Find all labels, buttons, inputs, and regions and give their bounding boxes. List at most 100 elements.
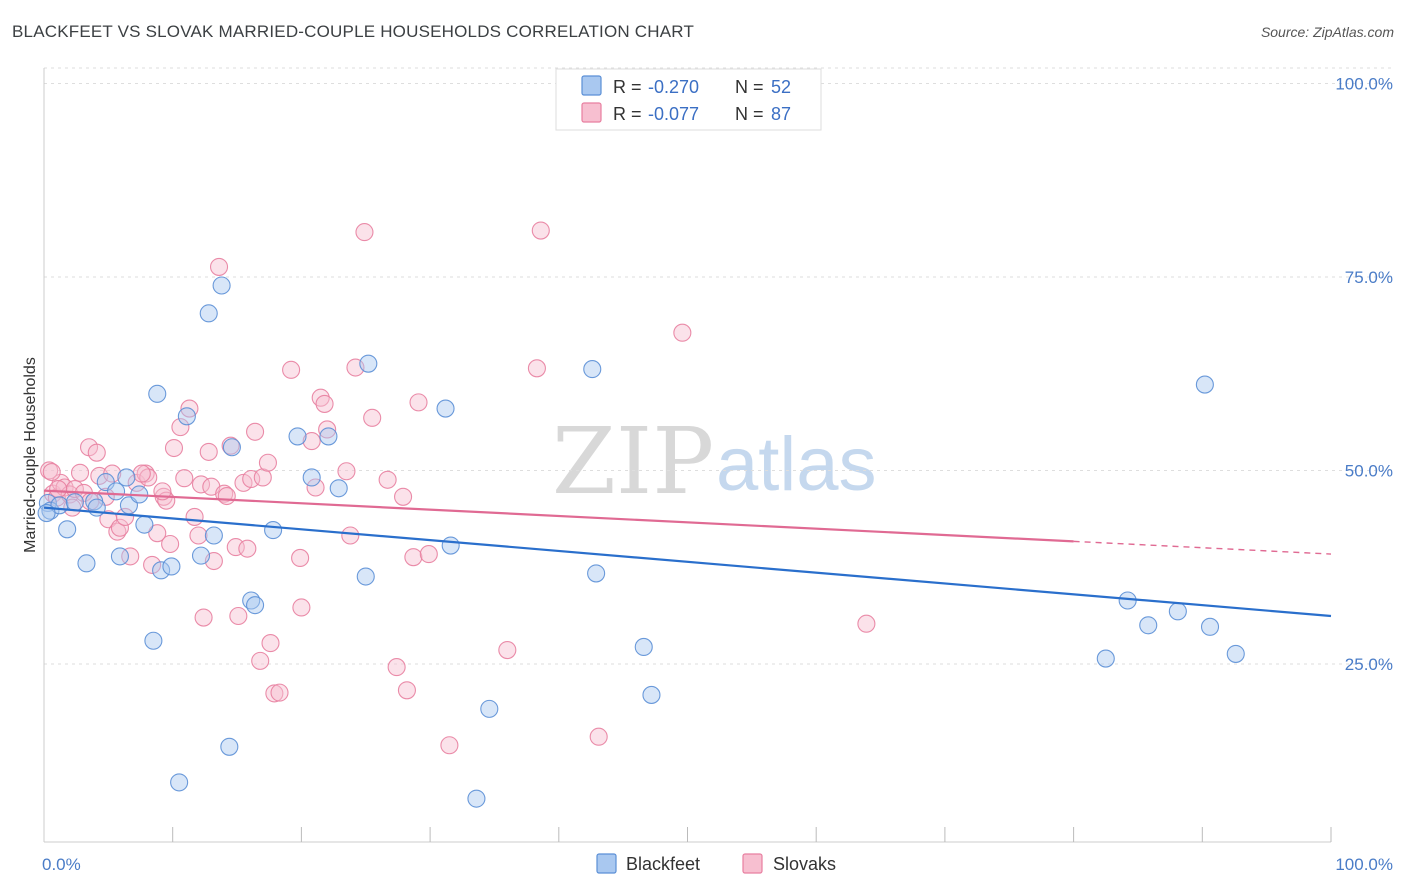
slovaks-point-43	[229, 606, 248, 626]
slovaks-point-16	[110, 518, 129, 537]
slovaks-point-81	[132, 464, 151, 483]
slovaks-point-68	[387, 658, 406, 677]
blackfeet-point-4	[65, 493, 84, 512]
blackfeet-point-48	[1195, 375, 1214, 394]
slovaks-point-78	[589, 727, 608, 746]
blackfeet-point-43	[642, 685, 661, 704]
slovaks-point-28	[171, 418, 190, 437]
blackfeet-point-26	[222, 438, 241, 457]
slovaks-trend-line	[43, 489, 1074, 543]
slovaks-point-46	[242, 469, 261, 489]
blackfeet-point-22	[199, 304, 218, 323]
blackfeet-point-39	[480, 699, 499, 718]
blackfeet-point-29	[264, 521, 283, 540]
slovaks-point-75	[498, 640, 517, 660]
slovaks-point-58	[306, 478, 325, 497]
slovaks-point-66	[363, 408, 382, 427]
blackfeet-point-37	[441, 536, 460, 555]
blackfeet-point-15	[144, 631, 163, 650]
slovaks-point-69	[394, 487, 413, 506]
blackfeet-point-36	[436, 399, 455, 418]
watermark-atlas: atlas	[716, 422, 877, 507]
slovaks-point-71	[404, 548, 423, 567]
slovaks-point-39	[215, 484, 234, 503]
blackfeet-point-11	[117, 468, 136, 487]
legend: R = -0.270 N = 52 R = -0.077 N = 87	[555, 68, 822, 131]
blackfeet-point-9	[107, 482, 126, 501]
blackfeet-point-20	[177, 407, 196, 426]
chart-title: BLACKFEET VS SLOVAK MARRIED-COUPLE HOUSE…	[12, 22, 695, 41]
blackfeet-point-19	[170, 773, 189, 792]
slovaks-point-32	[189, 526, 208, 545]
slovaks-point-84	[49, 480, 68, 499]
slovaks-point-35	[199, 442, 218, 461]
legend-n-label-slovaks: N =	[735, 104, 764, 124]
legend-swatch-slovaks	[581, 102, 602, 123]
slovaks-trend-line-extension	[1073, 540, 1332, 555]
blackfeet-point-18	[162, 557, 181, 576]
blackfeet-point-25	[220, 737, 239, 756]
slovaks-point-79	[673, 323, 692, 342]
blackfeet-trend-line	[43, 506, 1332, 618]
slovaks-point-50	[258, 453, 277, 472]
slovaks-point-26	[161, 534, 180, 554]
blackfeet-point-14	[135, 515, 154, 534]
slovaks-point-57	[302, 432, 321, 451]
blackfeet-point-47	[1168, 602, 1187, 621]
slovaks-point-53	[270, 683, 289, 702]
blackfeet-point-23	[204, 526, 223, 545]
blackfeet-point-35	[356, 567, 375, 586]
slovaks-point-51	[261, 634, 280, 653]
blackfeet-point-32	[319, 427, 338, 446]
blackfeet-point-24	[212, 276, 231, 295]
bottom-legend-swatch-blackfeet	[596, 853, 617, 874]
y-axis-label: Married-couple Households	[22, 357, 39, 553]
slovaks-point-40	[217, 486, 236, 506]
blackfeet-point-34	[359, 354, 378, 373]
legend-n-value-slovaks: 87	[771, 104, 791, 124]
slovaks-point-67	[378, 470, 397, 489]
blackfeet-point-28	[246, 596, 265, 615]
slovaks-point-80	[857, 614, 876, 633]
slovaks-point-55	[291, 548, 310, 567]
blackfeet-point-44	[1096, 649, 1115, 668]
slovaks-point-56	[292, 598, 311, 617]
slovaks-point-45	[238, 539, 257, 558]
y-tick-label-75: 75.0%	[1345, 268, 1393, 287]
slovaks-point-74	[440, 736, 459, 755]
blackfeet-point-21	[191, 546, 211, 565]
slovaks-point-76	[527, 359, 546, 378]
slovaks-point-77	[531, 221, 550, 240]
slovaks-point-47	[246, 422, 265, 441]
legend-n-value-blackfeet: 52	[771, 77, 791, 97]
blackfeet-point-42	[634, 637, 653, 657]
slovaks-point-7	[70, 463, 90, 482]
x-tick-label-min: 0.0%	[42, 855, 81, 874]
blackfeet-point-16	[148, 384, 167, 403]
blackfeet-point-5	[77, 554, 96, 573]
slovaks-point-62	[337, 462, 356, 481]
watermark-zip: ZIP	[552, 408, 714, 515]
slovaks-point-52	[265, 684, 284, 703]
y-tick-label-25: 25.0%	[1345, 655, 1393, 674]
slovaks-point-31	[185, 507, 204, 526]
slovaks-point-27	[164, 438, 184, 458]
slovaks-point-73	[419, 545, 438, 564]
slovaks-point-38	[209, 257, 229, 276]
slovaks-point-23	[148, 524, 167, 543]
slovaks-point-18	[121, 547, 140, 566]
legend-r-label-slovaks: R =	[613, 104, 642, 124]
slovaks-point-54	[282, 360, 301, 379]
source-credit: Source: ZipAtlas.com	[1260, 24, 1394, 40]
slovaks-point-10	[87, 443, 106, 462]
x-tick-label-max: 100.0%	[1335, 855, 1393, 874]
slovaks-point-65	[355, 223, 374, 242]
slovaks-points	[40, 221, 876, 755]
legend-r-value-slovaks: -0.077	[648, 104, 699, 124]
blackfeet-point-3	[58, 520, 77, 539]
slovaks-point-17	[116, 507, 135, 526]
slovaks-point-22	[143, 555, 162, 574]
slovaks-point-29	[175, 469, 194, 488]
bottom-legend-label-slovaks: Slovaks	[773, 854, 836, 874]
